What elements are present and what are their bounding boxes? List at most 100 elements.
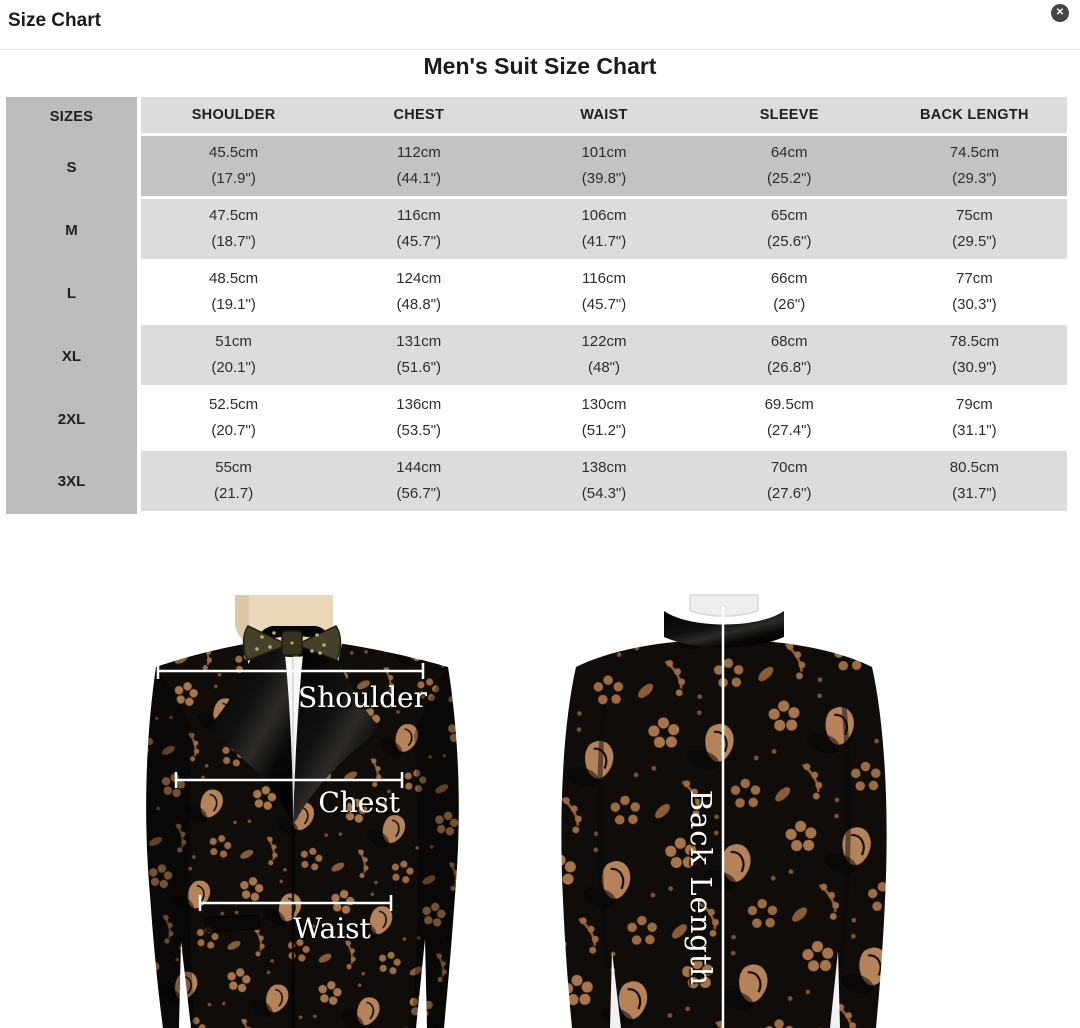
waist-measure-line: [198, 895, 393, 911]
size-cell: 51cm (20.1"): [141, 325, 326, 385]
size-label: S: [66, 159, 77, 176]
size-cell: 48.5cm (19.1"): [141, 262, 326, 322]
cm-value: 64cm: [770, 144, 808, 161]
inch-value: (20.7"): [211, 422, 256, 439]
size-cell: 65cm (25.6"): [697, 199, 882, 259]
table-row: 45.5cm (17.9") 112cm (44.1") 101cm (39.8") …: [141, 136, 1067, 196]
size-cell: 112cm (44.1"): [326, 136, 511, 196]
cm-value: 51cm: [215, 333, 252, 350]
inch-value: (29.5"): [952, 233, 997, 250]
cm-value: 80.5cm: [949, 459, 999, 476]
inch-value: (30.3"): [952, 296, 997, 313]
cm-value: 144cm: [396, 459, 442, 476]
size-label: M: [65, 222, 78, 239]
inch-value: (51.6"): [396, 359, 442, 376]
inch-value: (26"): [773, 296, 806, 313]
size-cell: 66cm (26"): [697, 262, 882, 322]
column-header: CHEST: [393, 107, 445, 123]
chest-label: Chest: [318, 786, 400, 819]
inch-value: (20.1"): [211, 359, 256, 376]
shoulder-measure-line: [156, 663, 425, 679]
cm-value: 136cm: [396, 396, 442, 413]
sizes-column-header: SIZES: [49, 108, 94, 125]
cm-value: 138cm: [581, 459, 627, 476]
inch-value: (31.7"): [952, 485, 997, 502]
size-cell: 131cm (51.6"): [326, 325, 511, 385]
size-label: 3XL: [57, 472, 86, 490]
cm-value: 66cm: [770, 270, 808, 287]
column-header: WAIST: [580, 107, 628, 123]
size-cell: 77cm (30.3"): [882, 262, 1067, 322]
inch-value: (31.1"): [952, 422, 997, 439]
cm-value: 78.5cm: [949, 333, 999, 350]
size-label: XL: [61, 348, 82, 365]
inch-value: (27.4"): [766, 422, 812, 439]
cm-value: 122cm: [581, 333, 627, 350]
inch-value: (25.2"): [766, 170, 812, 187]
inch-value: (30.9"): [952, 359, 997, 376]
inch-value: (44.1"): [396, 170, 442, 187]
inch-value: (21.7): [214, 485, 254, 502]
inch-value: (51.2"): [581, 422, 627, 439]
cm-value: 124cm: [396, 270, 442, 287]
inch-value: (17.9"): [211, 170, 256, 187]
size-cell: 70cm (27.6"): [697, 451, 882, 511]
cm-value: 131cm: [396, 333, 442, 350]
size-cell: 130cm (51.2"): [511, 388, 696, 448]
page-title: Men's Suit Size Chart: [423, 53, 657, 79]
inch-value: (48"): [587, 359, 620, 376]
cm-value: 65cm: [770, 207, 808, 224]
cm-value: 68cm: [770, 333, 808, 350]
size-cell: 101cm (39.8"): [511, 136, 696, 196]
front-suit-illustration: [146, 595, 459, 1028]
size-cell: 106cm (41.7"): [511, 199, 696, 259]
size-cell: 64cm (25.2"): [697, 136, 882, 196]
column-header: SLEEVE: [759, 107, 819, 123]
table-row: 48.5cm (19.1") 124cm (48.8") 116cm (45.7") …: [141, 262, 1067, 322]
inch-value: (39.8"): [581, 170, 627, 187]
cm-value: 69.5cm: [764, 396, 814, 413]
size-cell: 116cm (45.7"): [326, 199, 511, 259]
cm-value: 116cm: [582, 270, 626, 287]
size-cell: 116cm (45.7"): [511, 262, 696, 322]
table-row: 47.5cm (18.7") 116cm (45.7") 106cm (41.7") …: [141, 199, 1067, 259]
table-row: 52.5cm (20.7") 136cm (53.5") 130cm (51.2") …: [141, 388, 1067, 448]
back-length-label: Back Length: [684, 790, 718, 987]
size-guide-figure: Shoulder Chest Waist Back Length: [0, 555, 1080, 1028]
size-cell: 144cm (56.7"): [326, 451, 511, 511]
cm-value: 74.5cm: [949, 144, 999, 161]
modal-titlebar: Size Chart ✕: [0, 0, 1080, 50]
cm-value: 116cm: [396, 207, 441, 224]
size-label: L: [66, 285, 77, 302]
modal-title: Size Chart: [8, 10, 101, 31]
table-header-row: SHOULDER CHEST WAIST SLEEVE BACK LENGTH: [141, 97, 1067, 133]
cm-value: 77cm: [956, 270, 993, 287]
close-icon: ✕: [1055, 7, 1065, 18]
cm-value: 70cm: [770, 459, 808, 476]
inch-value: (54.3"): [581, 485, 627, 502]
size-cell: 79cm (31.1"): [882, 388, 1067, 448]
inch-value: (41.7"): [581, 233, 627, 250]
size-cell: 47.5cm (18.7"): [141, 199, 326, 259]
cm-value: 47.5cm: [208, 207, 259, 224]
inch-value: (19.1"): [211, 296, 256, 313]
inch-value: (27.6"): [766, 485, 812, 502]
size-cell: 74.5cm (29.3"): [882, 136, 1067, 196]
size-cell: 136cm (53.5"): [326, 388, 511, 448]
cm-value: 112cm: [396, 144, 441, 161]
table-row: 51cm (20.1") 131cm (51.6") 122cm (48") 68cm…: [141, 325, 1067, 385]
size-cell: 80.5cm (31.7"): [882, 451, 1067, 511]
size-cell: 78.5cm (30.9"): [882, 325, 1067, 385]
cm-value: 45.5cm: [208, 144, 259, 161]
inch-value: (53.5"): [396, 422, 442, 439]
inch-value: (45.7"): [396, 233, 442, 250]
close-button[interactable]: ✕: [1051, 4, 1069, 22]
column-header: BACK LENGTH: [919, 107, 1029, 123]
inch-value: (45.7"): [581, 296, 627, 313]
inch-value: (25.6"): [766, 233, 812, 250]
cm-value: 130cm: [581, 396, 627, 413]
size-cell: 69.5cm (27.4"): [697, 388, 882, 448]
inch-value: (56.7"): [396, 485, 442, 502]
waist-label: Waist: [293, 912, 371, 945]
